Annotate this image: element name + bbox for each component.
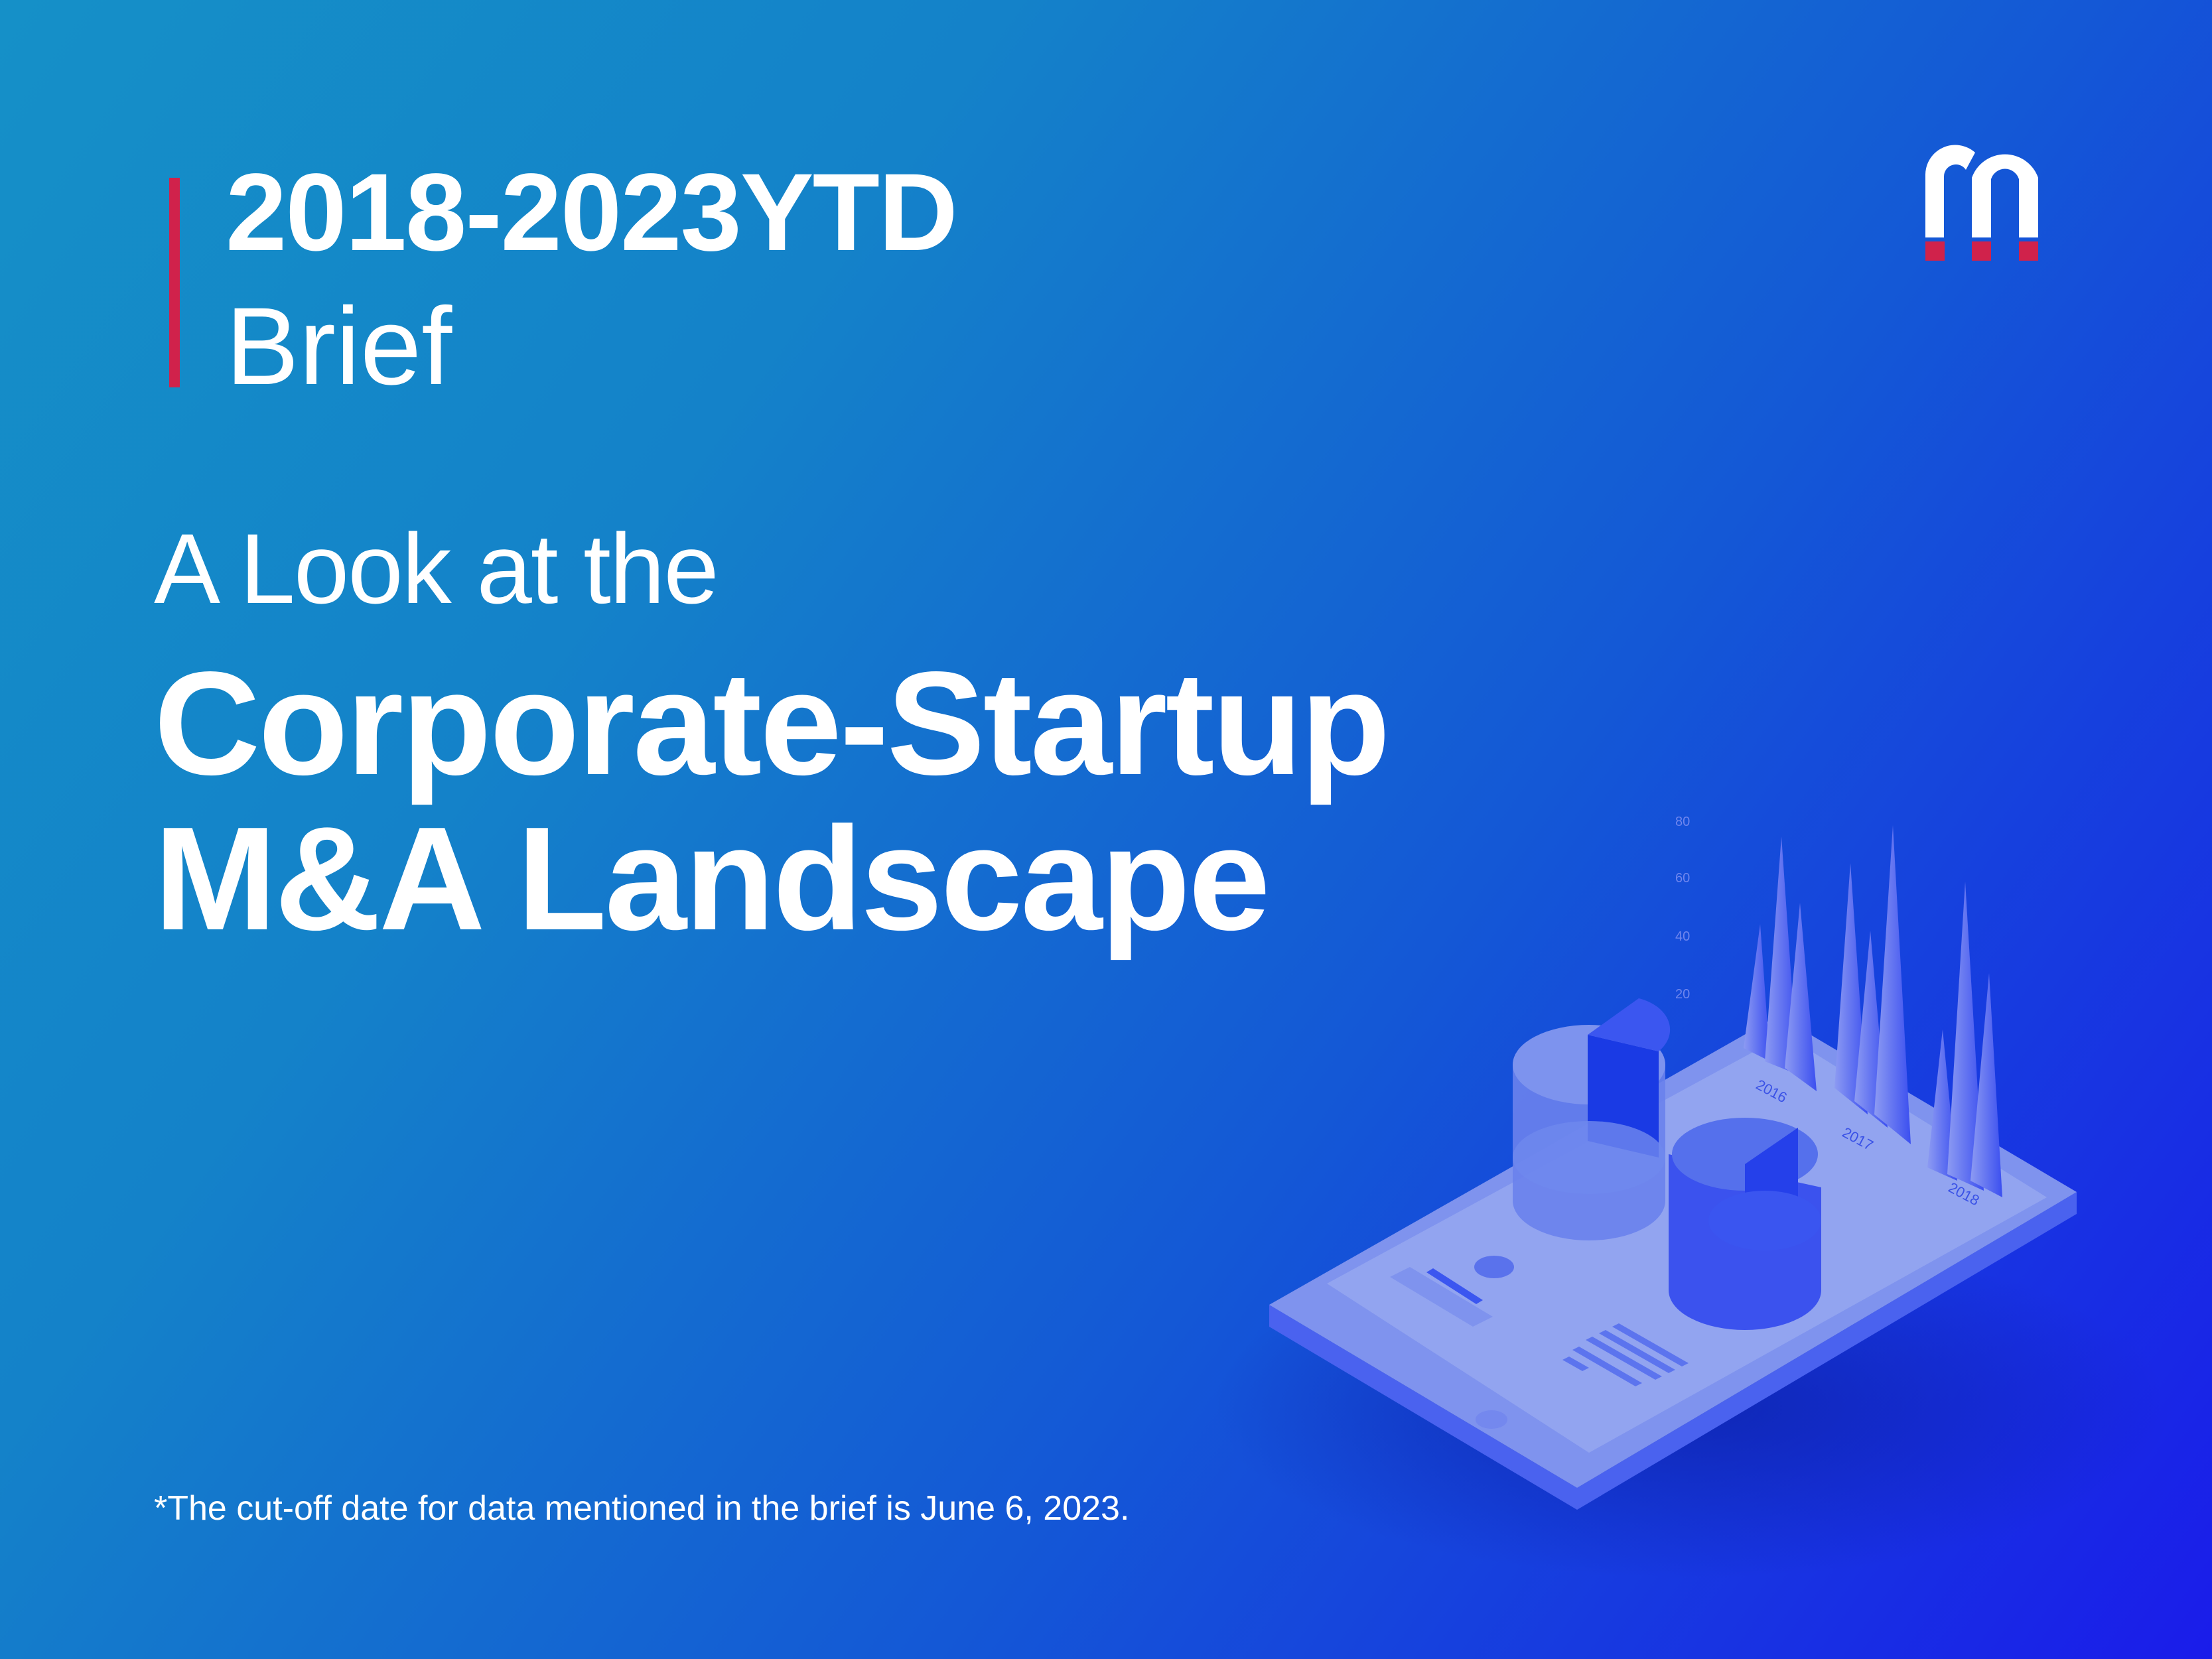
report-type: Brief [226,285,452,408]
axis-labels: 80 60 40 20 [1675,815,1690,1002]
m-magnet-logo-icon [1925,145,2038,261]
svg-text:80: 80 [1675,815,1690,829]
spike-chart [1744,825,2002,1197]
report-period: 2018-2023YTD [226,151,958,274]
accent-bar [169,178,180,387]
title-line-2: M&A Landscape [154,797,1271,961]
svg-text:40: 40 [1675,929,1690,944]
title-line-1: Corporate-Startup [154,641,1391,806]
svg-text:60: 60 [1675,871,1690,886]
title-lead: A Look at the [154,513,719,624]
pie-cylinder-2 [1669,1118,1821,1330]
svg-text:20: 20 [1675,987,1690,1002]
footnote: *The cut-off date for data mentioned in … [154,1489,1130,1528]
tablet-edge [1269,1192,2077,1510]
pie-cylinder-1 [1513,998,1671,1240]
